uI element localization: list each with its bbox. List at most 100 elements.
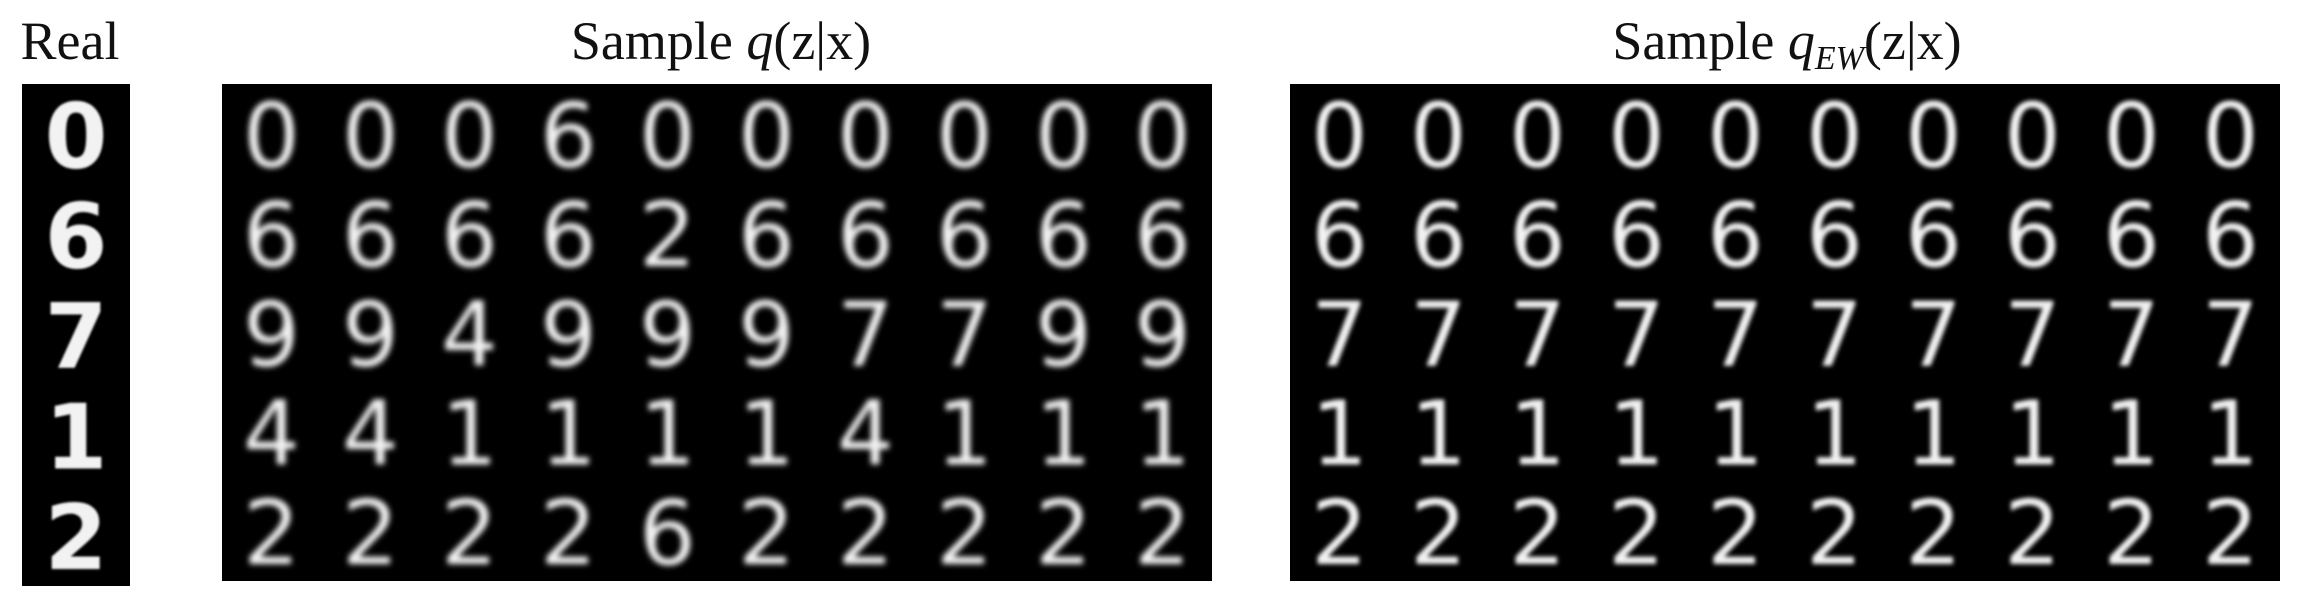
q-digit-sample: 2 xyxy=(342,482,399,581)
qew-digit-sample: 0 xyxy=(1905,85,1962,189)
q-digit-sample: 0 xyxy=(243,85,300,189)
qew-digit-sample: 6 xyxy=(2103,184,2160,288)
q-digit-sample: 1 xyxy=(639,383,696,487)
qew-digit-sample: 1 xyxy=(2004,383,2061,487)
q-digit-sample: 6 xyxy=(1134,184,1191,288)
q-digit-sample: 9 xyxy=(639,283,696,387)
qew-digit-sample: 7 xyxy=(1905,283,1962,387)
q-digit-sample: 6 xyxy=(342,184,399,288)
qew-digit-sample: 0 xyxy=(2202,85,2259,189)
qew-digit-sample: 6 xyxy=(1707,184,1764,288)
qew-digit-sample: 6 xyxy=(2004,184,2061,288)
q-digit-sample: 1 xyxy=(738,383,795,487)
sample-q-prefix: Sample xyxy=(570,11,747,71)
q-digit-sample: 1 xyxy=(540,383,597,487)
qew-digit-sample: 6 xyxy=(1311,184,1368,288)
qew-digit-sample: 7 xyxy=(1707,283,1764,387)
qew-digit-sample: 2 xyxy=(1410,482,1467,581)
qew-digit-sample: 0 xyxy=(1311,85,1368,189)
sample-qew-title: Sample qEW(z|x) xyxy=(1292,6,2282,77)
qew-digit-sample: 6 xyxy=(1806,184,1863,288)
qew-digit-sample: 2 xyxy=(1905,482,1962,581)
qew-digit-sample: 1 xyxy=(2103,383,2160,487)
q-digit-sample: 0 xyxy=(1134,85,1191,189)
q-digit-sample: 6 xyxy=(936,184,993,288)
qew-digit-sample: 1 xyxy=(2202,383,2259,487)
q-digit-sample: 6 xyxy=(738,184,795,288)
qew-digit-sample: 2 xyxy=(2103,482,2160,581)
sample-q-title: Sample q(z|x) xyxy=(226,6,1216,76)
q-digit-sample: 9 xyxy=(540,283,597,387)
qew-args: (z|x) xyxy=(1863,11,1962,71)
q-digit-sample: 4 xyxy=(243,383,300,487)
qew-digit-sample: 1 xyxy=(1311,383,1368,487)
qew-symbol: q xyxy=(1787,11,1815,71)
real-digit-sample: 7 xyxy=(45,285,108,390)
qew-digit-sample: 2 xyxy=(1707,482,1764,581)
qew-digit-sample: 2 xyxy=(1311,482,1368,581)
real-digit-sample: 1 xyxy=(45,386,108,491)
q-digit-sample: 1 xyxy=(936,383,993,487)
real-title: Real xyxy=(20,11,120,71)
qew-digit-sample: 2 xyxy=(1806,482,1863,581)
qew-digit-sample: 1 xyxy=(1509,383,1566,487)
q-digit-sample: 1 xyxy=(1035,383,1092,487)
qew-digit-sample: 7 xyxy=(2202,283,2259,387)
sample-q-digits-grid: 0 0 0 6 0 0 0 0 0 06 6 6 6 2 6 6 6 6 69 9 4 9 9 9 7 7 9 94 4 1 1 1 1 4 1 1 1… xyxy=(243,85,1191,581)
q-digit-sample: 0 xyxy=(441,85,498,189)
qew-digit-sample: 1 xyxy=(1806,383,1863,487)
qew-digit-sample: 6 xyxy=(1410,184,1467,288)
q-digit-sample: 1 xyxy=(1134,383,1191,487)
q-digit-sample: 2 xyxy=(837,482,894,581)
q-digit-sample: 9 xyxy=(1134,283,1191,387)
q-digit-sample: 6 xyxy=(540,85,597,189)
q-symbol: q xyxy=(746,11,774,71)
q-digit-sample: 9 xyxy=(1035,283,1092,387)
qew-digit-sample: 0 xyxy=(1608,85,1665,189)
qew-digit-sample: 6 xyxy=(2202,184,2259,288)
q-args: (z|x) xyxy=(773,11,872,71)
q-digit-sample: 9 xyxy=(738,283,795,387)
q-digit-sample: 7 xyxy=(837,283,894,387)
q-digit-sample: 4 xyxy=(837,383,894,487)
q-digit-sample: 2 xyxy=(243,482,300,581)
qew-digit-sample: 1 xyxy=(1707,383,1764,487)
qew-digit-sample: 1 xyxy=(1410,383,1467,487)
q-digit-sample: 1 xyxy=(441,383,498,487)
sample-qew-prefix: Sample xyxy=(1612,11,1788,71)
q-digit-sample: 2 xyxy=(639,184,696,288)
q-digit-sample: 2 xyxy=(738,482,795,581)
q-digit-sample: 9 xyxy=(342,283,399,387)
real-digit-sample: 6 xyxy=(45,185,108,290)
q-digit-sample: 9 xyxy=(243,283,300,387)
q-digit-sample: 4 xyxy=(342,383,399,487)
qew-digit-sample: 6 xyxy=(1905,184,1962,288)
q-digit-sample: 6 xyxy=(837,184,894,288)
q-digit-sample: 2 xyxy=(1134,482,1191,581)
q-digit-sample: 6 xyxy=(441,184,498,288)
qew-digit-sample: 7 xyxy=(1806,283,1863,387)
q-digit-sample: 0 xyxy=(936,85,993,189)
q-digit-sample: 0 xyxy=(738,85,795,189)
qew-digit-sample: 0 xyxy=(2103,85,2160,189)
q-digit-sample: 2 xyxy=(1035,482,1092,581)
q-digit-sample: 0 xyxy=(1035,85,1092,189)
q-digit-sample: 0 xyxy=(837,85,894,189)
q-digit-sample: 6 xyxy=(243,184,300,288)
qew-digit-sample: 7 xyxy=(1410,283,1467,387)
qew-digit-sample: 7 xyxy=(2004,283,2061,387)
qew-digit-sample: 2 xyxy=(1509,482,1566,581)
real-digit-sample: 0 xyxy=(45,84,108,189)
qew-subscript: EW xyxy=(1814,40,1864,77)
qew-digit-sample: 2 xyxy=(2004,482,2061,581)
qew-digit-sample: 1 xyxy=(1608,383,1665,487)
qew-digit-sample: 7 xyxy=(2103,283,2160,387)
qew-digit-sample: 6 xyxy=(1608,184,1665,288)
qew-digit-sample: 0 xyxy=(1806,85,1863,189)
qew-digit-sample: 2 xyxy=(1608,482,1665,581)
qew-digit-sample: 0 xyxy=(1410,85,1467,189)
